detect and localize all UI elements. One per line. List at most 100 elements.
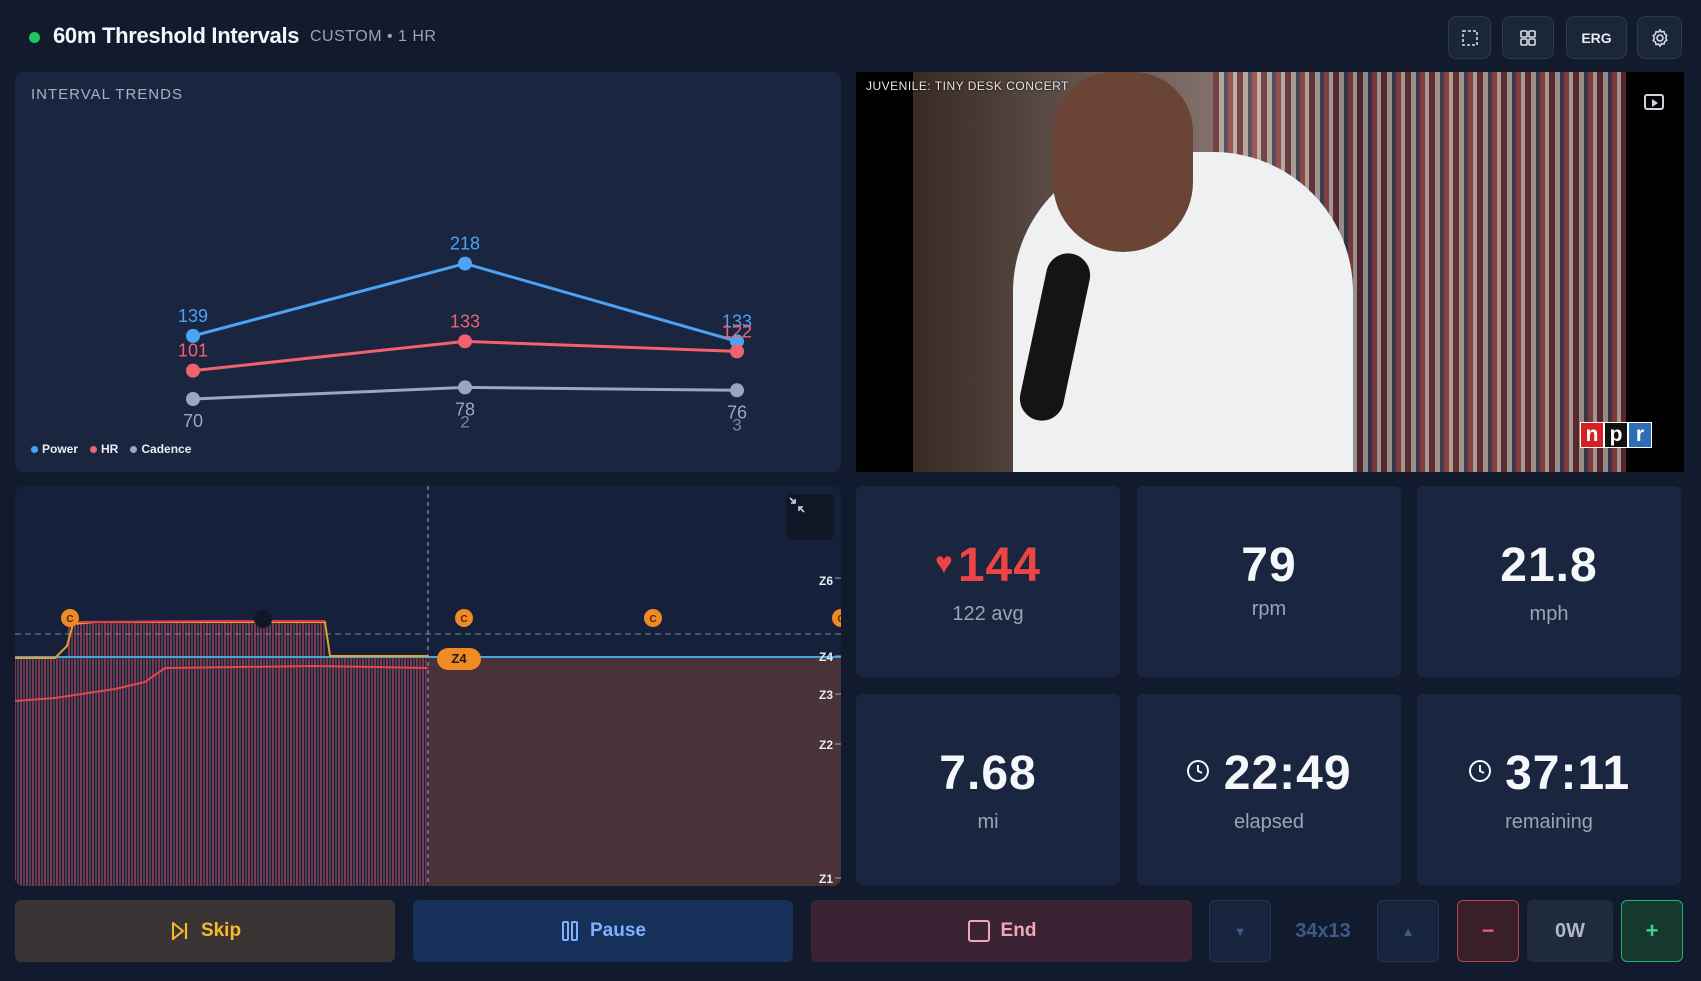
heart-rate-card: ♥144 122 avg xyxy=(856,486,1120,677)
skip-icon xyxy=(171,922,188,940)
zone-label-z3: Z3 xyxy=(819,688,834,702)
data-point-cadence xyxy=(730,383,744,398)
data-label-power: 139 xyxy=(178,306,208,326)
data-label-hr: 101 xyxy=(178,341,208,361)
power-high-trace xyxy=(78,620,325,623)
cadence-marker-icon xyxy=(644,609,662,627)
remaining-card: 37:11 remaining xyxy=(1417,694,1681,885)
clock-icon xyxy=(1468,755,1501,788)
video-frame: n p r xyxy=(913,72,1652,472)
settings-icon xyxy=(1651,28,1668,47)
video-player[interactable]: n p r JUVENILE: TINY DESK CONCERT xyxy=(856,72,1684,472)
remaining-time: 37:11 xyxy=(1505,747,1631,800)
elapsed-label: elapsed xyxy=(1233,811,1305,833)
distance-unit: mi xyxy=(977,811,999,833)
workout-profile-graph: CCCC xyxy=(15,486,841,886)
cadence-marker-label: C xyxy=(837,614,841,625)
remaining-value: 37:11 xyxy=(1417,746,1681,801)
power-decrease-button[interactable]: − xyxy=(1457,900,1519,962)
pause-button[interactable]: Pause xyxy=(413,900,793,962)
settings-button[interactable] xyxy=(1637,16,1682,59)
target-power-display: 0W xyxy=(1527,900,1613,962)
elapsed-card: 22:49 elapsed xyxy=(1137,694,1401,885)
cadence-card: 79 rpm xyxy=(1137,486,1401,677)
cadence-marker-icon xyxy=(455,609,473,627)
heart-rate-trace xyxy=(15,664,429,702)
data-point-hr xyxy=(458,334,472,349)
zone-label-z2: Z2 xyxy=(819,738,834,752)
interval-index-label: 2 xyxy=(460,412,469,431)
data-label-cadence: 78 xyxy=(455,399,475,419)
trends-title: INTERVAL TRENDS xyxy=(31,86,183,103)
speed-unit: mph xyxy=(1529,603,1569,625)
distance-card: 7.68 mi xyxy=(856,694,1120,885)
data-point-cadence xyxy=(186,392,200,406)
play-icon[interactable] xyxy=(1644,94,1664,110)
stop-icon xyxy=(967,920,990,942)
layout-button[interactable] xyxy=(1502,16,1554,59)
data-point-hr xyxy=(730,344,744,359)
data-point-cadence xyxy=(458,380,472,395)
gear-up-button[interactable]: ▲ xyxy=(1377,900,1439,962)
end-button[interactable]: End xyxy=(811,900,1192,962)
performer-head xyxy=(1053,72,1193,252)
cadence-marker-icon xyxy=(832,609,841,627)
zone-label-z4: Z4 xyxy=(819,650,834,664)
cadence-marker-icon xyxy=(61,609,79,627)
clock-icon xyxy=(1186,755,1219,788)
workout-title: 60m Threshold Intervals xyxy=(53,23,300,48)
zone-label-z1: Z1 xyxy=(819,872,834,886)
layout-grid-icon xyxy=(1520,29,1536,46)
legend-power-swatch xyxy=(31,446,38,454)
fullscreen-icon xyxy=(1461,29,1478,46)
cadence-marker-label: C xyxy=(66,614,73,625)
workout-profile-panel: C C C C Z6 Z4 Z3 Z2 Z1 Z4 xyxy=(15,486,841,886)
cadence-value: 79 xyxy=(1241,539,1297,592)
collapse-button[interactable] xyxy=(786,494,834,540)
legend-hr-label: HR xyxy=(101,442,119,456)
heart-rate-number: 144 xyxy=(957,539,1041,592)
data-label-hr: 122 xyxy=(722,321,752,341)
heart-rate-avg: 122 avg xyxy=(952,603,1024,625)
legend-cadence: Cadence xyxy=(130,442,191,456)
future-workout-area xyxy=(428,658,841,886)
elapsed-time: 22:49 xyxy=(1223,747,1352,800)
data-label-power: 218 xyxy=(450,234,480,254)
gear-down-button[interactable]: ▼ xyxy=(1209,900,1271,962)
chart-legend: Power HR Cadence xyxy=(31,442,191,456)
legend-power: Power xyxy=(31,442,78,456)
skip-button[interactable]: Skip xyxy=(15,900,395,962)
interval-index-label: 3 xyxy=(732,415,741,434)
live-status-dot xyxy=(29,32,40,43)
data-label-cadence: 70 xyxy=(183,411,203,431)
npr-logo-n: n xyxy=(1580,422,1604,448)
remaining-label: remaining xyxy=(1505,811,1593,833)
legend-power-label: Power xyxy=(42,442,79,456)
data-point-power xyxy=(458,256,472,271)
pause-label: Pause xyxy=(590,920,646,941)
fullscreen-button[interactable] xyxy=(1448,16,1491,59)
data-label-power: 133 xyxy=(722,311,752,331)
legend-cadence-label: Cadence xyxy=(141,442,192,456)
cadence-marker-label: C xyxy=(460,614,467,625)
pause-icon xyxy=(562,921,578,941)
interval-trends-panel: INTERVAL TRENDS 139 218 133 101 133 122 70 78 76… xyxy=(15,72,841,472)
elapsed-value: 22:49 xyxy=(1137,746,1401,801)
distance-value: 7.68 xyxy=(939,747,1037,800)
legend-hr: HR xyxy=(90,442,118,456)
cadence-marker-label: C xyxy=(649,614,656,625)
erg-mode-button[interactable]: ERG xyxy=(1566,16,1627,59)
heart-rate-value: ♥144 xyxy=(856,538,1120,593)
cadence-unit: rpm xyxy=(1251,598,1287,620)
workout-subtitle: CUSTOM • 1 HR xyxy=(310,28,437,45)
npr-logo-r: r xyxy=(1628,422,1652,448)
power-increase-button[interactable]: + xyxy=(1621,900,1683,962)
video-caption: JUVENILE: TINY DESK CONCERT xyxy=(866,79,1069,93)
data-point-power xyxy=(730,334,744,349)
dark-marker-icon xyxy=(254,610,272,628)
data-label-cadence: 76 xyxy=(727,402,747,422)
skip-label: Skip xyxy=(200,920,242,941)
collapse-icon xyxy=(789,497,805,513)
npr-logo: n p r xyxy=(1580,422,1652,448)
